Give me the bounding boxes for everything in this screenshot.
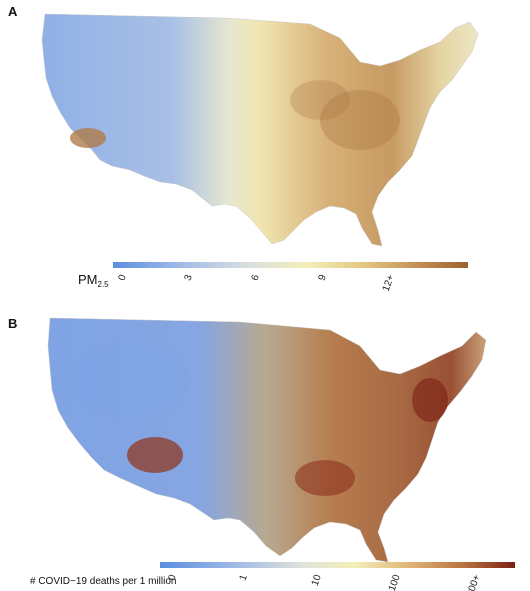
covid-legend-title: # COVID−19 deaths per 1 million — [30, 576, 176, 587]
covid-tick-100: 100 — [387, 573, 403, 591]
pm25-tick-9: 9 — [317, 273, 329, 282]
pm25-tick-0: 0 — [117, 273, 129, 282]
pm25-hotspot-california — [70, 128, 106, 148]
pm25-legend-title: PM2.5 — [78, 272, 109, 289]
covid-tick-1: 1 — [238, 573, 250, 582]
covid-hotspot-northeast — [412, 378, 448, 422]
pm25-legend: PM2.5 0 3 6 9 12+ — [78, 262, 468, 293]
covid-legend: # COVID−19 deaths per 1 million 0 1 10 1… — [30, 562, 515, 591]
covid-hotspot-arizona — [127, 437, 183, 473]
covid-tick-1000: 1000+ — [463, 573, 483, 591]
pm25-tick-12: 12+ — [381, 273, 397, 293]
us-outline-a — [41, 13, 479, 247]
panel-label-b: B — [8, 316, 18, 331]
pm25-hotspot-midwest — [290, 80, 350, 120]
panel-label-a: A — [8, 4, 18, 19]
pm25-color-bar — [113, 262, 468, 268]
pm25-tick-6: 6 — [250, 273, 262, 282]
covid-deaths-map — [47, 317, 487, 563]
covid-color-bar — [160, 562, 515, 568]
covid-tick-0: 0 — [167, 573, 179, 582]
pm25-hotspot-ohio-valley — [320, 90, 400, 150]
pm25-tick-3: 3 — [183, 273, 195, 282]
covid-low-west — [70, 340, 190, 420]
pm25-map — [41, 13, 479, 247]
covid-hotspot-louisiana — [295, 460, 355, 496]
covid-tick-10: 10 — [310, 573, 324, 588]
